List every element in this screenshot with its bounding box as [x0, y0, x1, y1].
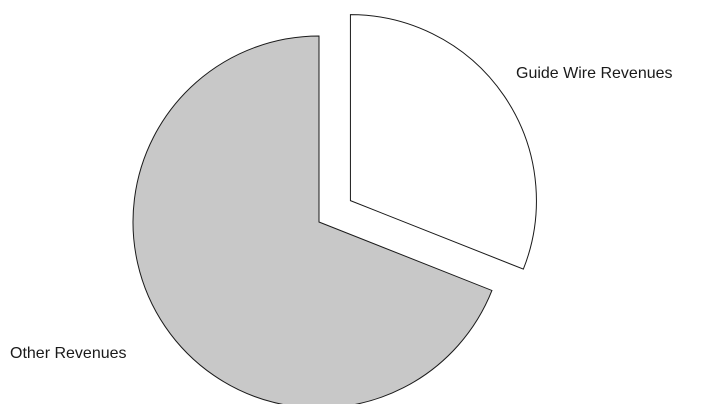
slice-label-guide-wire-revenues: Guide Wire Revenues: [516, 65, 673, 82]
slice-label-other-revenues: Other Revenues: [10, 345, 127, 362]
pie-slice-guide-wire-revenues: [349, 14, 537, 270]
pie-slice-other-revenues: [132, 35, 493, 404]
pie-slices: [132, 14, 537, 404]
